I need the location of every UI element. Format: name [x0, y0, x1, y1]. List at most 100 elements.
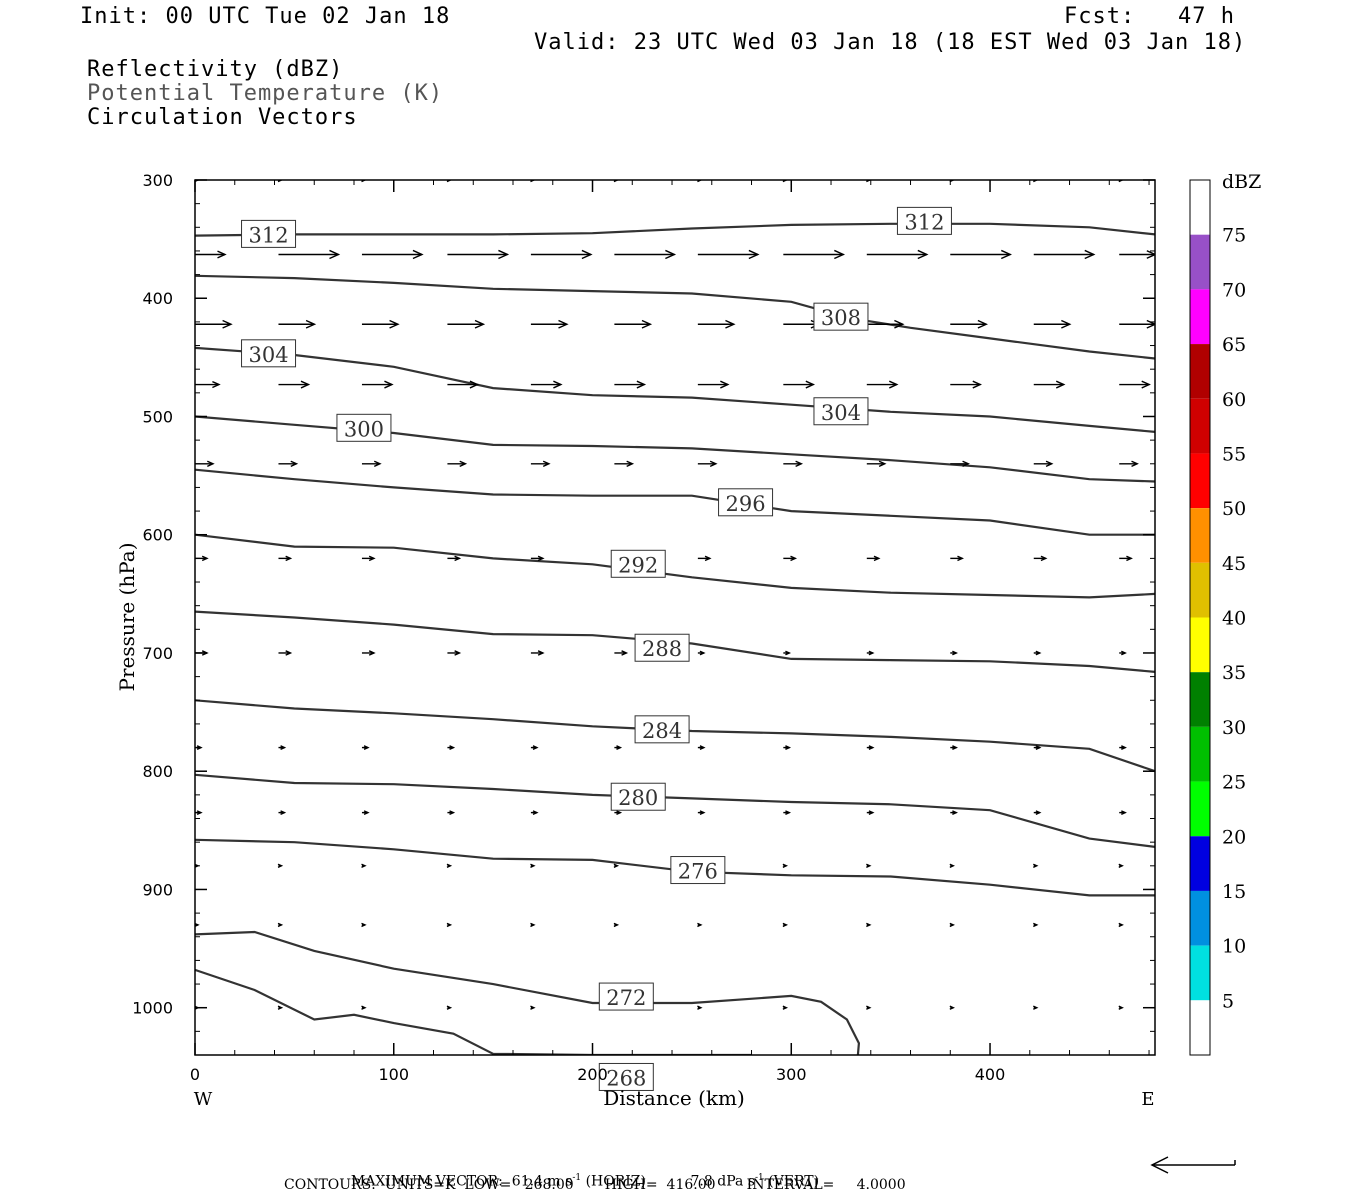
vector-arrow [782, 922, 789, 928]
vector-arrow [278, 745, 287, 750]
vector-arrow [278, 650, 293, 656]
svg-text:300: 300 [344, 417, 384, 441]
vector-arrow [1118, 180, 1124, 183]
vector-arrow [614, 380, 647, 389]
y-tick-label: 300 [142, 171, 173, 190]
contour-label: 312 [896, 206, 952, 235]
axis-ticks: 300 400 500 600 700 800 900 1000 0 100 200 300 400 [132, 171, 1155, 1084]
svg-text:312: 312 [904, 210, 944, 234]
x-tick-label: 400 [975, 1065, 1006, 1084]
colorbar-label: 45 [1222, 553, 1246, 575]
vector-arrow [866, 810, 875, 815]
vector-arrow [866, 180, 872, 183]
x-tick-label: 200 [577, 1065, 608, 1084]
vector-arrow [277, 863, 284, 869]
valid-time: Valid: 23 UTC Wed 03 Jan 18 (18 EST Wed … [534, 30, 1247, 55]
vector-arrow [950, 555, 964, 562]
plot-frame [194, 179, 1156, 1056]
colorbar-label: 15 [1222, 881, 1246, 903]
vector-arrow [446, 922, 453, 928]
vector-arrow [447, 460, 468, 467]
vector-arrow [1119, 810, 1127, 815]
vector-arrow [783, 555, 798, 562]
y-tick-label: 500 [142, 407, 173, 426]
vector-arrow [361, 922, 367, 928]
vector-arrow [613, 180, 620, 183]
vector-arrow [195, 810, 203, 815]
vector-arrow [783, 460, 804, 467]
contour-label: 304 [813, 397, 869, 426]
vector-arrow [1118, 922, 1124, 928]
contour-296 [195, 468, 1155, 536]
vector-arrow [446, 180, 453, 183]
reference-vector-arrow [1150, 1156, 1236, 1174]
vector-arrow [361, 863, 367, 869]
colorbar-swatch [1190, 398, 1210, 454]
x-tick-label: 0 [190, 1065, 200, 1084]
vector-arrow [1119, 380, 1151, 389]
colorbar-swatch [1190, 508, 1210, 563]
vector-arrow [277, 922, 284, 928]
init-time: Init: 00 UTC Tue 02 Jan 18 [80, 4, 451, 29]
contour-label: 276 [670, 856, 726, 885]
vector-arrow [614, 810, 623, 815]
vector-arrow [1119, 250, 1155, 259]
vector-arrow [783, 380, 816, 389]
svg-text:296: 296 [726, 492, 766, 516]
contour-284 [195, 699, 1155, 773]
vector-arrow [783, 745, 792, 750]
vector-arrow [530, 460, 551, 467]
colorbar-swatch [1190, 945, 1210, 1001]
east-label: E [1141, 1089, 1154, 1110]
vector-arrow [950, 745, 958, 750]
colorbar-label: 35 [1222, 662, 1246, 684]
vector-arrow [697, 249, 760, 260]
colorbar-label: 20 [1222, 826, 1246, 848]
vector-arrow [361, 810, 370, 815]
vector-arrow [1033, 180, 1039, 183]
y-tick-label: 400 [142, 289, 173, 308]
contour-label: 268 [598, 1062, 654, 1091]
colorbar-swatch [1190, 890, 1210, 946]
colorbar-label: 75 [1222, 225, 1246, 247]
colorbar-swatch [1190, 726, 1210, 782]
colorbar-swatch [1190, 1000, 1210, 1055]
y-tick-label: 1000 [132, 999, 173, 1018]
colorbar-label: 65 [1222, 334, 1246, 356]
colorbar-label: 5 [1222, 990, 1234, 1012]
vector-arrow [866, 922, 872, 928]
vector-arrow [361, 380, 394, 389]
vector-arrow [530, 249, 593, 260]
vector-arrow [361, 1005, 367, 1010]
y-tick-label: 700 [142, 644, 173, 663]
contour-label: 288 [634, 633, 690, 662]
svg-text:268: 268 [606, 1066, 646, 1090]
vector-arrow [361, 555, 376, 562]
svg-text:308: 308 [821, 306, 861, 330]
vector-arrow [866, 555, 881, 562]
x-axis-label: Distance (km) [603, 1086, 745, 1110]
colorbar-title: dBZ [1222, 171, 1261, 193]
vector-arrow [530, 555, 545, 562]
contour-308 [195, 274, 1155, 360]
colorbar-swatch [1190, 344, 1210, 399]
y-tick-label: 800 [142, 762, 173, 781]
contour-312 [195, 222, 1155, 237]
vector-arrow [613, 863, 620, 869]
colorbar-swatch [1190, 234, 1210, 290]
vector-arrow [697, 380, 730, 389]
vector-arrow [1119, 319, 1155, 329]
west-label: W [194, 1089, 213, 1110]
y-tick-label: 600 [142, 526, 173, 545]
contour-304 [195, 346, 1155, 433]
colorbar-swatch [1190, 672, 1210, 727]
vector-arrow [866, 745, 875, 750]
colorbar-swatch [1190, 781, 1210, 837]
vector-arrow [530, 1005, 536, 1010]
vector-arrow [614, 745, 623, 750]
colorbar-label: 40 [1222, 608, 1246, 630]
max-horizontal: 61.4 m s [511, 1173, 573, 1190]
vector-arrow [697, 650, 706, 656]
vector-arrow [447, 380, 480, 389]
svg-text:280: 280 [618, 786, 658, 810]
